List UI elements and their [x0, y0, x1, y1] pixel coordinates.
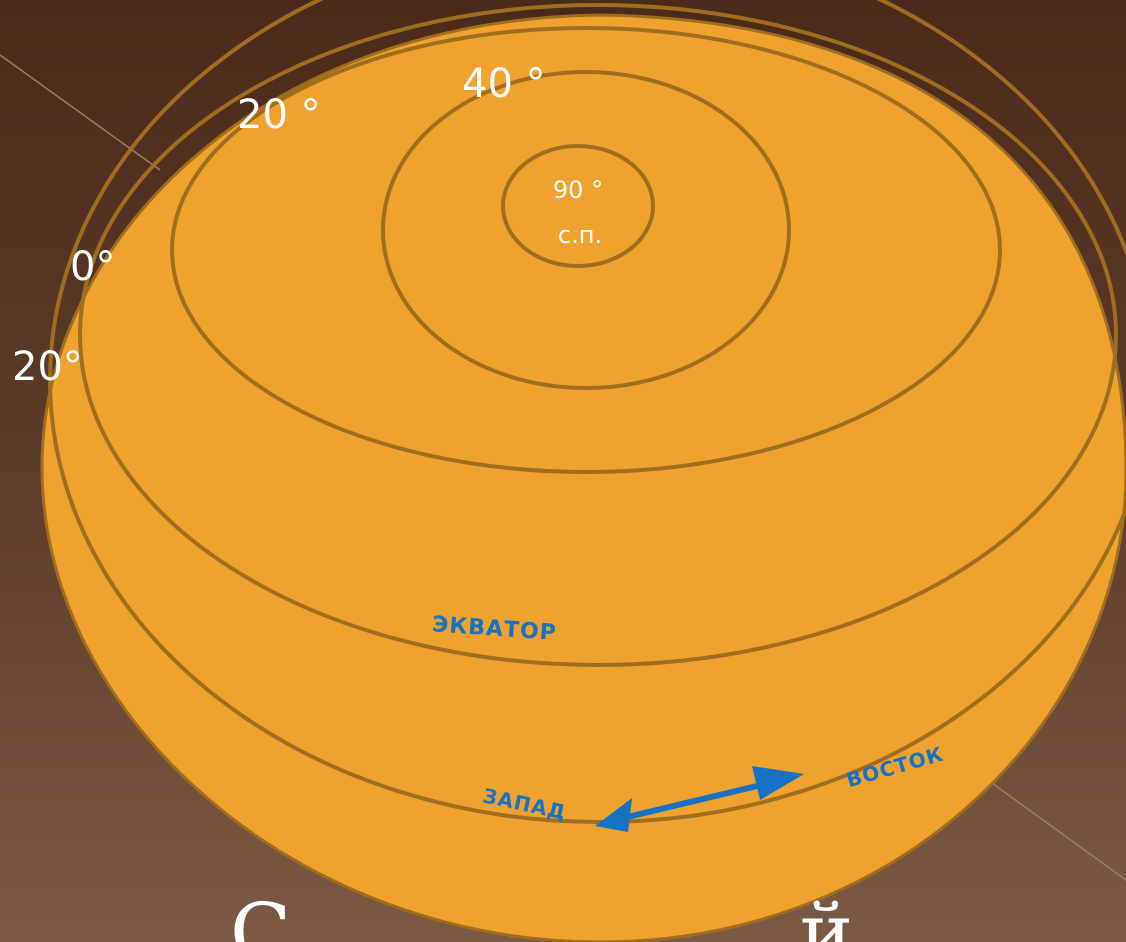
west-east-arrow — [595, 766, 804, 832]
latitude-circle-minus20 — [48, 0, 1126, 824]
pole-abbrev-label: с.п. — [558, 221, 602, 249]
sphere — [40, 13, 1126, 942]
pole-degree-label: 90 ° — [553, 176, 603, 204]
latitude-circle-20 — [170, 26, 1002, 474]
background-diagonal-line — [0, 54, 161, 171]
latitude-circle-90 — [501, 144, 655, 268]
latitude-circle-0 — [78, 3, 1118, 667]
caption-text: С й й — [230, 886, 1126, 942]
latitude-20-upper-label: 20 ° — [237, 92, 321, 138]
latitude-40-label: 40 ° — [462, 61, 546, 107]
latitude-20-lower-label: 20° — [12, 344, 83, 390]
latitude-circle-40 — [381, 70, 791, 390]
latitude-0-label: 0° — [70, 244, 115, 290]
